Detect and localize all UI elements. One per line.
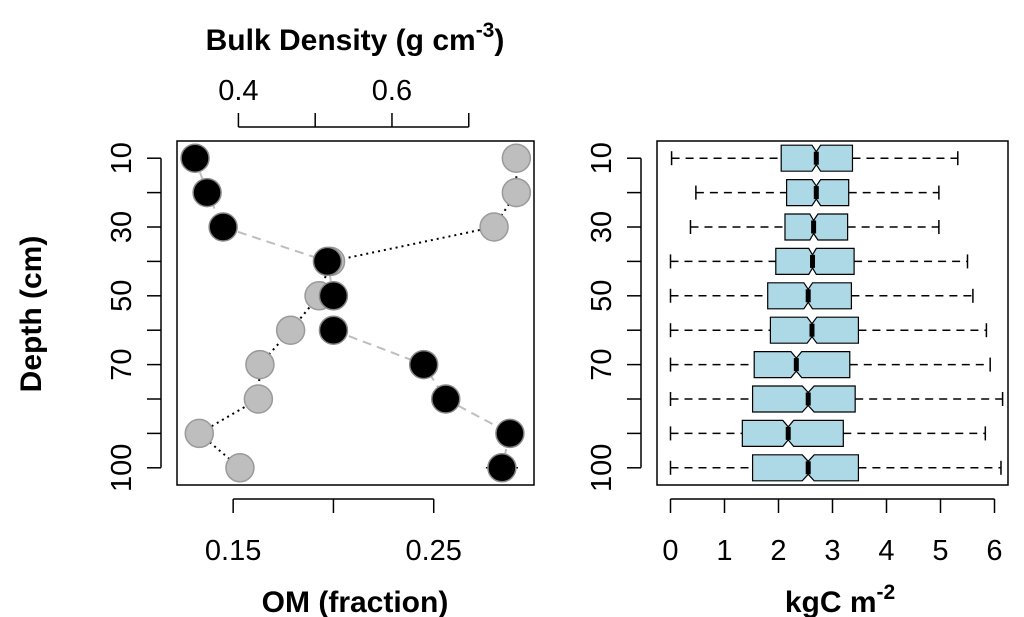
- box-depth-10: [670, 144, 959, 172]
- box-body: [751, 385, 856, 413]
- top-tick-label: 0.4: [218, 75, 258, 107]
- om-profile-line: [194, 157, 512, 469]
- om-point: [312, 246, 343, 277]
- box-depth-70: [669, 351, 991, 379]
- bd-point: [479, 212, 509, 242]
- box-y-tick-label: 100: [586, 444, 618, 492]
- box-x-tick-label: 6: [986, 535, 1002, 567]
- box-y-tick-label: 70: [586, 348, 618, 380]
- y-tick-label: 50: [106, 280, 138, 312]
- box-depth-40: [669, 247, 969, 275]
- bd-point: [501, 177, 532, 208]
- box-plot-frame: [656, 140, 1009, 486]
- top-tick-label: 0.6: [372, 75, 412, 107]
- bd-point: [275, 315, 306, 345]
- y-axis-title: Depth (cm): [15, 236, 48, 393]
- om-point: [431, 384, 461, 414]
- bottom-tick-label: 0.25: [405, 535, 461, 567]
- box-body: [753, 351, 851, 379]
- box-x-axis-title: kgC m-2: [785, 581, 895, 617]
- box-x-tick-label: 1: [716, 535, 732, 567]
- om-point: [192, 177, 222, 208]
- box-depth-80: [669, 385, 1004, 413]
- box-y-tick-label: 30: [586, 211, 618, 243]
- box-body: [741, 419, 844, 447]
- box-x-tick-label: 5: [932, 535, 948, 567]
- box-y-tick-label: 10: [586, 142, 618, 174]
- box-x-tick-label: 3: [824, 535, 840, 567]
- om-point: [495, 418, 525, 449]
- bottom-tick-label: 0.15: [205, 535, 261, 567]
- om-point: [487, 453, 517, 483]
- box-body: [751, 454, 860, 482]
- bd-point: [501, 143, 532, 173]
- bd-point: [225, 453, 255, 483]
- top-axis-title: Bulk Density (g cm-3): [206, 19, 505, 57]
- box-depth-50: [669, 282, 974, 310]
- bottom-axis-title: OM (fraction): [262, 586, 449, 617]
- bd-point: [184, 418, 215, 449]
- box-x-tick-label: 2: [770, 535, 786, 567]
- box-y-tick-label: 50: [586, 280, 618, 312]
- om-point: [208, 212, 238, 242]
- box-x-tick-label: 0: [662, 535, 678, 567]
- scatter-plot-frame: [176, 140, 535, 486]
- y-tick-label: 30: [106, 211, 138, 243]
- om-point: [180, 143, 210, 173]
- bd-point: [243, 384, 274, 414]
- box-depth-20: [695, 179, 940, 207]
- box-body: [784, 213, 849, 241]
- y-tick-label: 10: [106, 142, 138, 174]
- om-point: [318, 315, 349, 345]
- bd-profile-line: [197, 158, 518, 469]
- om-point: [408, 349, 439, 380]
- y-tick-label: 70: [106, 348, 138, 380]
- box-depth-100: [669, 454, 1002, 482]
- y-tick-label: 100: [106, 444, 138, 492]
- box-depth-60: [669, 316, 988, 344]
- box-depth-90: [669, 419, 987, 447]
- box-depth-30: [689, 213, 940, 241]
- box-x-tick-label: 4: [878, 535, 894, 567]
- bd-point: [245, 349, 275, 380]
- om-point: [318, 281, 349, 311]
